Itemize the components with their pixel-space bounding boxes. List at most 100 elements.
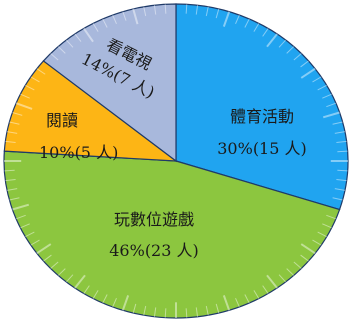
- slice-label-reading-name: 閱讀: [46, 111, 78, 130]
- rim-tick: [50, 261, 59, 269]
- slice-label-games-value: 46%(23 人): [109, 241, 199, 260]
- rim-tick: [74, 274, 86, 289]
- rim-tick: [293, 261, 302, 269]
- rim-tick: [83, 285, 90, 294]
- rim-tick: [112, 298, 117, 308]
- rim-tick: [312, 239, 322, 246]
- rim-tick: [164, 4, 167, 14]
- pie-slice-games: [3, 150, 341, 319]
- rim-tick: [337, 169, 348, 172]
- pie-slice-tv: [42, 3, 177, 163]
- rim-tick: [12, 203, 30, 211]
- rim-tick: [286, 268, 295, 276]
- rim-tick: [322, 223, 332, 229]
- rim-tick: [195, 307, 199, 317]
- rim-tick: [334, 131, 346, 134]
- rim-tick: [215, 303, 220, 314]
- slice-label-sports-value: 30%(15 人): [217, 139, 307, 158]
- rim-tick: [317, 231, 327, 238]
- rim-tick: [25, 84, 35, 91]
- rim-tick: [112, 14, 117, 24]
- rim-tick: [235, 14, 240, 24]
- rim-tick: [253, 290, 260, 299]
- rim-tick: [20, 93, 30, 99]
- rim-tick: [215, 8, 220, 19]
- pie-tick-marks: [4, 4, 348, 318]
- rim-tick: [30, 239, 40, 246]
- rim-tick: [5, 140, 16, 144]
- rim-tick: [222, 295, 231, 311]
- rim-tick: [83, 27, 94, 43]
- rim-tick: [25, 231, 35, 238]
- rim-tick: [317, 84, 327, 91]
- rim-tick: [43, 254, 52, 262]
- rim-tick: [30, 76, 40, 83]
- rim-tick: [102, 18, 108, 28]
- rim-tick: [92, 290, 99, 299]
- rim-tick: [4, 169, 15, 172]
- rim-tick: [266, 33, 278, 48]
- rim-tick: [235, 298, 240, 308]
- rim-tick: [293, 53, 302, 61]
- rim-tick: [65, 274, 74, 283]
- rim-tick: [253, 23, 260, 32]
- rim-tick: [300, 67, 316, 79]
- rim-tick: [153, 307, 157, 317]
- rim-tick: [153, 5, 157, 15]
- rim-tick: [278, 274, 287, 283]
- rim-tick: [6, 131, 18, 134]
- rim-tick: [334, 188, 346, 191]
- rim-tick: [205, 305, 209, 316]
- rim-tick: [244, 294, 250, 304]
- rim-tick: [278, 39, 287, 48]
- rim-tick: [336, 140, 347, 144]
- rim-tick: [57, 46, 66, 54]
- rim-tick: [102, 294, 108, 304]
- slice-label-games-name: 玩數位遊戲: [114, 210, 194, 229]
- slice-label-sports-name: 體育活動: [230, 107, 294, 126]
- rim-tick: [121, 295, 130, 311]
- rim-tick: [12, 112, 23, 116]
- rim-tick: [50, 53, 59, 61]
- rim-tick: [262, 285, 269, 294]
- rim-tick: [132, 8, 139, 25]
- rim-tick: [74, 33, 82, 42]
- rim-tick: [5, 178, 16, 182]
- rim-tick: [300, 254, 309, 262]
- rim-tick: [143, 305, 147, 316]
- rim-tick: [164, 308, 167, 318]
- rim-tick: [57, 268, 66, 276]
- rim-tick: [15, 102, 33, 110]
- rim-tick: [36, 243, 52, 255]
- rim-tick: [326, 214, 337, 220]
- rim-tick: [20, 223, 30, 229]
- rim-tick: [205, 6, 209, 17]
- rim-tick: [36, 68, 46, 75]
- rim-tick: [15, 214, 26, 220]
- rim-tick: [312, 76, 322, 83]
- rim-tick: [65, 39, 74, 48]
- rim-tick: [185, 308, 188, 318]
- pie-slices: [3, 3, 349, 319]
- rim-tick: [322, 111, 340, 119]
- rim-tick: [222, 11, 231, 27]
- rim-tick: [195, 5, 199, 15]
- rim-tick: [9, 197, 20, 201]
- pie-slice-reading: [3, 60, 178, 162]
- rim-tick: [132, 303, 137, 314]
- rim-tick: [185, 4, 188, 14]
- rim-tick: [266, 274, 278, 289]
- slice-label-reading-value: 10%(5 人): [39, 143, 118, 162]
- rim-tick: [92, 23, 99, 32]
- rim-tick: [332, 121, 343, 125]
- rim-tick: [300, 243, 316, 255]
- rim-tick: [9, 121, 20, 125]
- rim-tick: [336, 178, 347, 182]
- rim-tick: [244, 18, 250, 28]
- rim-tick: [300, 60, 309, 68]
- rim-tick: [332, 197, 343, 201]
- rim-tick: [262, 28, 269, 37]
- pie-slice-sports: [175, 3, 349, 211]
- rim-tick: [322, 93, 332, 99]
